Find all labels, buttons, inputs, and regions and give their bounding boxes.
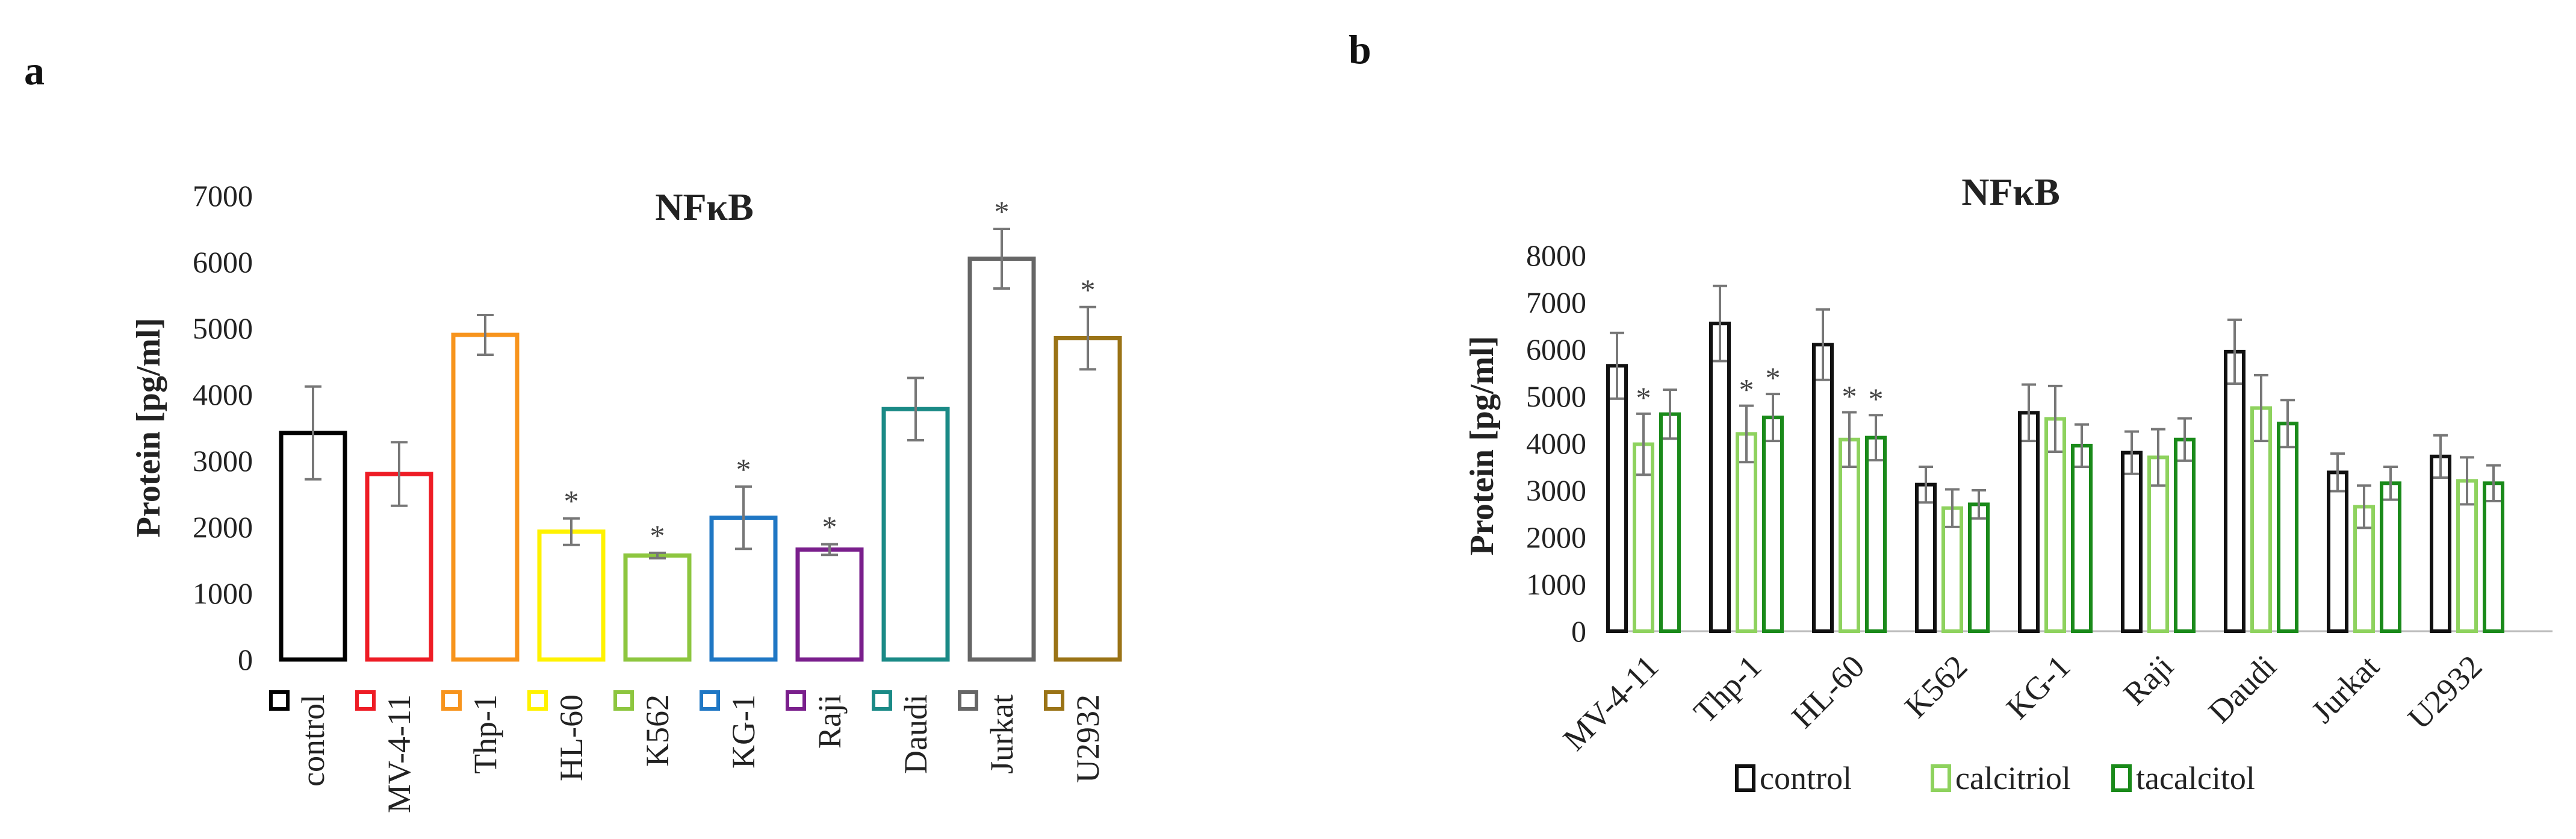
chart-b-y-tick-2000: 2000 xyxy=(1526,520,1586,554)
chart-a-y-tick-4000: 4000 xyxy=(193,378,253,411)
chart-a-y-tick-2000: 2000 xyxy=(193,510,253,544)
chart-b-bar-tacalcitol-HL-60 xyxy=(1865,435,1887,633)
chart-b-significance-tacalcitol-HL-60: * xyxy=(1869,382,1884,416)
chart-b-x-label-HL-60: HL-60 xyxy=(1784,648,1871,735)
chart-a-legend-marker-Jurkat xyxy=(958,690,978,711)
chart-a-y-tick-1000: 1000 xyxy=(193,576,253,610)
chart-b-bar-control-Daudi xyxy=(2224,349,2245,634)
chart-b-legend-marker-control xyxy=(1735,764,1755,792)
chart-b-bar-control-MV-4-11 xyxy=(1606,364,1628,633)
chart-b-bar-control-HL-60 xyxy=(1812,343,1834,633)
chart-b-x-label-U2932: U2932 xyxy=(2401,648,2489,736)
chart-a-y-tick-6000: 6000 xyxy=(193,245,253,279)
chart-a-x-label-MV-4-11: MV-4-11 xyxy=(381,694,417,813)
chart-b-bar-tacalcitol-U2932 xyxy=(2483,481,2504,633)
chart-b-significance-calcitriol-Thp-1: * xyxy=(1739,373,1754,407)
chart-a-significance-U2932: * xyxy=(1081,273,1096,307)
chart-a-x-label-Raji: Raji xyxy=(812,694,848,749)
chart-a-x-label-U2932: U2932 xyxy=(1070,694,1106,783)
chart-b-x-label-MV-4-11: MV-4-11 xyxy=(1556,648,1666,758)
chart-a-legend-marker-Daudi xyxy=(872,690,892,711)
panel-label-a: a xyxy=(24,48,45,93)
chart-b-legend-label-calcitriol: calcitriol xyxy=(1955,760,2071,796)
chart-b-significance-tacalcitol-Thp-1: * xyxy=(1766,361,1781,395)
chart-a-y-tick-0: 0 xyxy=(238,643,253,676)
chart-a-bar-K562 xyxy=(623,553,692,662)
chart-a-bar-Jurkat xyxy=(967,257,1036,662)
chart-a-legend-marker-Raji xyxy=(786,690,806,711)
chart-b-significance-calcitriol-MV-4-11: * xyxy=(1636,381,1651,414)
chart-b-y-tick-1000: 1000 xyxy=(1526,567,1586,601)
chart-a-significance-Jurkat: * xyxy=(995,195,1010,228)
chart-b-x-label-K562: K562 xyxy=(1898,648,1974,725)
chart-b-legend-marker-tacalcitol xyxy=(2111,764,2132,792)
chart-a-x-label-Jurkat: Jurkat xyxy=(984,694,1020,774)
chart-b-significance-calcitriol-HL-60: * xyxy=(1842,379,1857,413)
chart-a-legend-marker-U2932 xyxy=(1044,690,1064,711)
chart-b-x-label-Daudi: Daudi xyxy=(2202,648,2283,730)
chart-b-bar-control-Thp-1 xyxy=(1709,322,1731,633)
chart-b-bar-tacalcitol-Jurkat xyxy=(2380,481,2401,633)
chart-b-bar-control-Raji xyxy=(2121,451,2143,633)
chart-a-title: NFκB xyxy=(655,186,754,228)
chart-b-bar-tacalcitol-Thp-1 xyxy=(1762,416,1784,633)
chart-a-y-tick-3000: 3000 xyxy=(193,444,253,478)
chart-a-legend-marker-K562 xyxy=(613,690,634,711)
chart-a-bar-Daudi xyxy=(881,407,950,662)
chart-b-bar-tacalcitol-K562 xyxy=(1968,502,1990,634)
chart-b-y-tick-6000: 6000 xyxy=(1526,332,1586,366)
chart-a-bar-Raji xyxy=(795,547,864,662)
chart-b-x-label-Thp-1: Thp-1 xyxy=(1687,648,1769,730)
chart-b-x-label-KG-1: KG-1 xyxy=(1999,648,2077,726)
chart-b-bar-tacalcitol-MV-4-11 xyxy=(1659,412,1681,633)
chart-a-y-axis-label: Protein [pg/ml] xyxy=(130,318,167,537)
chart-a-significance-HL-60: * xyxy=(564,484,579,518)
chart-b-bar-tacalcitol-Daudi xyxy=(2277,422,2298,633)
chart-b-x-label-Raji: Raji xyxy=(2116,648,2180,712)
chart-b-bar-control-U2932 xyxy=(2430,454,2451,634)
chart-b-y-tick-5000: 5000 xyxy=(1526,379,1586,413)
chart-a-legend-marker-control xyxy=(269,690,290,711)
chart-b-bar-calcitriol-Thp-1 xyxy=(1736,432,1757,634)
chart-b: NFκB Protein [pg/ml] 0 1000 2000 3000 4000 50… xyxy=(1463,170,2553,796)
chart-b-y-tick-3000: 3000 xyxy=(1526,473,1586,507)
chart-b-y-tick-4000: 4000 xyxy=(1526,426,1586,460)
chart-b-y-tick-0: 0 xyxy=(1571,614,1586,648)
panel-label-b: b xyxy=(1349,27,1371,72)
chart-a: NFκB Protein [pg/ml] 0 1000 2000 3000 4000 50… xyxy=(130,179,1122,813)
chart-b-x-label-Jurkat: Jurkat xyxy=(2304,648,2386,730)
chart-a-x-label-Daudi: Daudi xyxy=(898,694,934,774)
chart-a-significance-KG-1: * xyxy=(736,452,751,486)
chart-b-bar-control-KG-1 xyxy=(2018,411,2040,633)
chart-b-title: NFκB xyxy=(1961,170,2060,213)
chart-a-y-tick-7000: 7000 xyxy=(193,179,253,213)
chart-a-bar-Thp-1 xyxy=(451,332,520,662)
chart-a-x-label-HL-60: HL-60 xyxy=(553,694,589,781)
chart-b-bar-control-K562 xyxy=(1915,482,1937,634)
chart-a-bar-HL-60 xyxy=(537,529,606,662)
chart-b-legend-label-tacalcitol: tacalcitol xyxy=(2136,760,2255,796)
chart-a-x-label-K562: K562 xyxy=(639,694,675,767)
chart-a-legend-marker-HL-60 xyxy=(527,690,548,711)
chart-b-y-tick-8000: 8000 xyxy=(1526,239,1586,272)
chart-b-bar-control-Jurkat xyxy=(2327,470,2348,633)
chart-b-y-axis-label: Protein [pg/ml] xyxy=(1463,336,1501,555)
chart-a-legend-marker-KG-1 xyxy=(700,690,720,711)
chart-b-y-tick-7000: 7000 xyxy=(1526,285,1586,319)
chart-a-x-label-KG-1: KG-1 xyxy=(725,694,762,769)
chart-b-legend-marker-calcitriol xyxy=(1931,764,1951,792)
chart-a-x-label-Thp-1: Thp-1 xyxy=(467,694,503,774)
chart-a-legend-marker-Thp-1 xyxy=(441,690,462,711)
chart-a-significance-Raji: * xyxy=(822,510,837,544)
chart-a-significance-K562: * xyxy=(650,519,665,552)
chart-a-bar-U2932 xyxy=(1054,336,1122,662)
chart-b-bar-calcitriol-HL-60 xyxy=(1839,437,1860,633)
chart-b-bar-tacalcitol-Raji xyxy=(2174,437,2196,633)
chart-b-bar-tacalcitol-KG-1 xyxy=(2071,443,2093,634)
chart-b-legend-label-control: control xyxy=(1760,760,1852,796)
chart-a-x-label-control: control xyxy=(295,694,331,787)
chart-a-legend-marker-MV-4-11 xyxy=(355,690,376,711)
chart-a-y-tick-5000: 5000 xyxy=(193,311,253,345)
